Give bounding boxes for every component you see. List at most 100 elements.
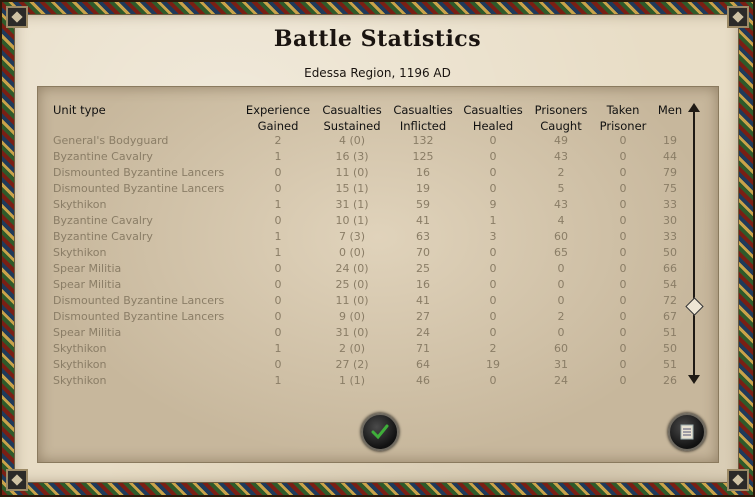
- column-header-line: Prisoners: [534, 103, 588, 117]
- scrollbar-track[interactable]: [693, 110, 695, 378]
- cell-sustained: 31 (1): [335, 198, 369, 211]
- cell-sustained: 16 (3): [335, 150, 369, 163]
- cell-unit: Skythikon: [53, 374, 107, 387]
- cell-caught: 0: [557, 278, 565, 291]
- cell-sustained: 9 (0): [338, 310, 366, 323]
- cell-inflicted: 132: [412, 134, 434, 147]
- cell-healed: 0: [489, 150, 497, 163]
- corner-ornament-icon: [727, 469, 749, 491]
- checkmark-icon: [363, 415, 397, 449]
- cell-exp: 0: [274, 294, 282, 307]
- column-header-line: Inflicted: [399, 119, 447, 133]
- cell-unit: Skythikon: [53, 342, 107, 355]
- cell-caught: 31: [554, 358, 568, 371]
- cell-exp: 0: [274, 310, 282, 323]
- cell-unit: General's Bodyguard: [53, 134, 169, 147]
- cell-exp: 0: [274, 166, 282, 179]
- cell-men: 19: [663, 134, 677, 147]
- column-header-line: Caught: [540, 119, 582, 133]
- cell-taken: 0: [619, 326, 627, 339]
- cell-taken: 0: [619, 310, 627, 323]
- column-header-experience-gained: Experience Gained: [244, 102, 312, 134]
- cell-exp: 1: [274, 374, 282, 387]
- scroll-down-arrow-icon[interactable]: [688, 375, 700, 384]
- cell-caught: 0: [557, 326, 565, 339]
- cell-men: 72: [663, 294, 677, 307]
- corner-ornament-icon: [6, 6, 28, 28]
- cell-caught: 2: [557, 310, 565, 323]
- cell-unit: Dismounted Byzantine Lancers: [53, 294, 225, 307]
- cell-healed: 0: [489, 374, 497, 387]
- cell-men: 33: [663, 230, 677, 243]
- cell-men: 33: [663, 198, 677, 211]
- cell-exp: 0: [274, 182, 282, 195]
- cell-taken: 0: [619, 342, 627, 355]
- cell-sustained: 24 (0): [335, 262, 369, 275]
- cell-exp: 0: [274, 326, 282, 339]
- column-header-casualties-sustained: Casualties Sustained: [318, 102, 386, 134]
- cell-taken: 0: [619, 374, 627, 387]
- column-header-line: Taken: [606, 103, 640, 117]
- cell-inflicted: 125: [412, 150, 434, 163]
- cell-inflicted: 64: [416, 358, 430, 371]
- cell-caught: 4: [557, 214, 565, 227]
- cell-healed: 1: [489, 214, 497, 227]
- cell-inflicted: 25: [416, 262, 430, 275]
- cell-inflicted: 19: [416, 182, 430, 195]
- cell-exp: 1: [274, 198, 282, 211]
- cell-inflicted: 71: [416, 342, 430, 355]
- cell-inflicted: 16: [416, 278, 430, 291]
- cell-sustained: 15 (1): [335, 182, 369, 195]
- column-header-taken-prisoner: Taken Prisoner: [594, 102, 652, 134]
- cell-men: 50: [663, 246, 677, 259]
- cell-unit: Spear Militia: [53, 262, 122, 275]
- cell-taken: 0: [619, 262, 627, 275]
- cell-inflicted: 70: [416, 246, 430, 259]
- cell-exp: 1: [274, 342, 282, 355]
- cell-inflicted: 59: [416, 198, 430, 211]
- cell-exp: 0: [274, 214, 282, 227]
- cell-inflicted: 16: [416, 166, 430, 179]
- cell-taken: 0: [619, 182, 627, 195]
- cell-sustained: 1 (1): [338, 374, 366, 387]
- cell-caught: 60: [554, 230, 568, 243]
- cell-men: 51: [663, 326, 677, 339]
- cell-exp: 0: [274, 358, 282, 371]
- cell-inflicted: 46: [416, 374, 430, 387]
- column-header-prisoners-caught: Prisoners Caught: [530, 102, 592, 134]
- cell-men: 44: [663, 150, 677, 163]
- cell-inflicted: 27: [416, 310, 430, 323]
- scroll-document-icon: [670, 415, 704, 449]
- window-title: Battle Statistics: [273, 26, 482, 52]
- column-header-line: Casualties: [463, 103, 523, 117]
- cell-men: 79: [663, 166, 677, 179]
- corner-ornament-icon: [727, 6, 749, 28]
- cell-healed: 0: [489, 326, 497, 339]
- cell-sustained: 11 (0): [335, 294, 369, 307]
- confirm-button[interactable]: [361, 413, 399, 451]
- cell-healed: 0: [489, 134, 497, 147]
- window-subtitle: Edessa Region, 1196 AD: [304, 66, 451, 80]
- cell-taken: 0: [619, 150, 627, 163]
- cell-sustained: 11 (0): [335, 166, 369, 179]
- cell-inflicted: 41: [416, 214, 430, 227]
- cell-taken: 0: [619, 358, 627, 371]
- statistics-panel: [37, 86, 719, 463]
- cell-unit: Skythikon: [53, 358, 107, 371]
- scroll-up-arrow-icon[interactable]: [688, 103, 700, 112]
- column-header-line: Healed: [472, 119, 514, 133]
- cell-caught: 43: [554, 198, 568, 211]
- cell-men: 66: [663, 262, 677, 275]
- cell-sustained: 2 (0): [338, 342, 366, 355]
- cell-unit: Dismounted Byzantine Lancers: [53, 182, 225, 195]
- column-header-line: Prisoner: [599, 119, 647, 133]
- column-header-line: Unit type: [53, 103, 106, 117]
- scroll-document-button[interactable]: [668, 413, 706, 451]
- cell-sustained: 27 (2): [335, 358, 369, 371]
- column-header-line: Casualties: [322, 103, 382, 117]
- column-header-line: Sustained: [323, 119, 381, 133]
- cell-men: 75: [663, 182, 677, 195]
- cell-exp: 1: [274, 150, 282, 163]
- cell-caught: 49: [554, 134, 568, 147]
- cell-caught: 60: [554, 342, 568, 355]
